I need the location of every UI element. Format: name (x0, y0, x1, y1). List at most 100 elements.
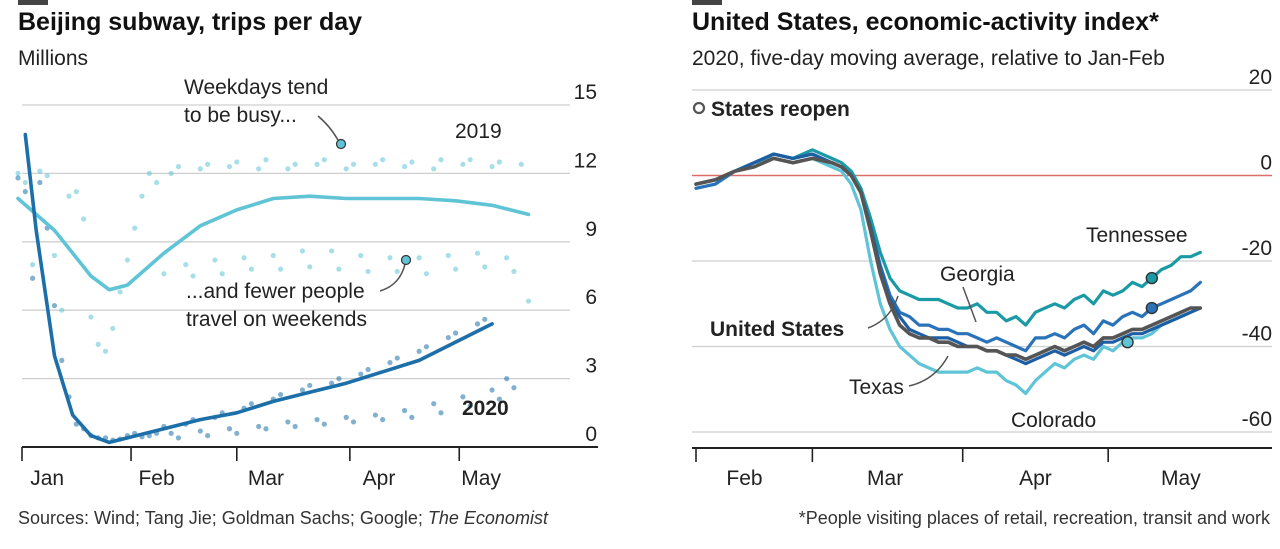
point-2019-daily (416, 255, 422, 261)
series-label-tennessee: Tennessee (1086, 224, 1188, 247)
point-2019-daily (453, 266, 459, 272)
point-2020-daily (467, 403, 473, 409)
point-2020-daily (263, 426, 269, 432)
point-2019-daily (248, 266, 254, 272)
point-2019-daily (81, 216, 87, 222)
right-x-tick-mar: Mar (867, 467, 903, 490)
right-chart-subtitle: 2020, five-day moving average, relative … (692, 47, 1165, 70)
point-2020-daily (365, 366, 371, 373)
left-source-publication: The Economist (428, 508, 549, 528)
series-label-texas: Texas (849, 376, 904, 399)
point-2019-daily (518, 161, 524, 167)
point-2019-daily (44, 173, 50, 179)
point-2020-daily (175, 435, 182, 441)
point-2019-daily (380, 157, 386, 163)
point-2019-daily (409, 159, 415, 165)
point-2020-daily (387, 360, 393, 366)
point-2019-daily (241, 255, 247, 261)
legend-states-reopen-label: States reopen (711, 98, 850, 121)
point-2020-daily (380, 417, 386, 423)
series-label-2020: 2020 (462, 397, 509, 420)
point-2020-daily (504, 376, 510, 382)
left-chart-title: Beijing subway, trips per day (18, 8, 362, 36)
right-x-tick-may: May (1161, 467, 1201, 490)
point-2019-daily (482, 264, 488, 270)
series-line-tennessee (694, 148, 1202, 327)
point-2020-daily (314, 417, 320, 423)
point-2019-daily (73, 189, 79, 195)
point-2020-daily (285, 419, 291, 425)
point-2019-daily (270, 252, 276, 259)
point-2020-daily (307, 382, 313, 389)
point-2019-daily (66, 193, 72, 199)
point-2020-daily (22, 189, 28, 195)
point-2019-daily (95, 341, 101, 347)
point-2019-daily (285, 166, 291, 172)
point-2020-daily (256, 423, 262, 430)
left-y-tick-label: 9 (585, 218, 597, 241)
point-2019-daily (423, 271, 430, 277)
point-2020-daily (511, 385, 517, 391)
annotation-weekdays-marker (335, 138, 347, 150)
left-y-tick-label: 6 (585, 286, 597, 309)
point-2020-daily (350, 419, 357, 425)
annotation-weekends-line1: ...and fewer people (186, 280, 365, 303)
point-2019-daily (146, 170, 152, 176)
point-2020-daily (29, 275, 36, 281)
point-2020-daily (453, 330, 459, 336)
series-label-colorado: Colorado (1011, 409, 1096, 432)
left-x-tick-mar: Mar (248, 467, 284, 490)
point-2019-daily (29, 262, 36, 268)
reopen-marker-colorado (1121, 336, 1134, 349)
point-2019-daily (329, 248, 335, 254)
right-y-tick-label: -40 (1242, 323, 1272, 346)
point-2019-daily (460, 161, 466, 167)
point-2019-daily (256, 166, 262, 172)
point-2020-daily (460, 394, 466, 400)
point-2020-daily (292, 423, 298, 430)
point-2020-daily (394, 355, 400, 361)
point-2019-daily (277, 266, 284, 272)
point-2019-daily (132, 225, 138, 231)
point-2019-daily (474, 250, 481, 256)
point-2020-daily (15, 175, 21, 181)
right-x-tick-apr: Apr (1019, 467, 1052, 490)
left-chart-subtitle: Millions (18, 47, 88, 70)
point-2020-daily (197, 428, 203, 434)
point-2019-daily (102, 348, 109, 354)
right-x-tick-feb: Feb (726, 467, 762, 490)
reopen-marker-georgia (1145, 301, 1159, 315)
point-2019-daily (234, 159, 240, 165)
point-2020-daily (489, 387, 495, 393)
point-2020-daily (474, 321, 481, 327)
legend-states-reopen-marker (692, 101, 706, 115)
point-2020-daily (168, 430, 174, 436)
series-label-united-states: United States (710, 318, 844, 341)
point-2019-daily (15, 170, 21, 176)
annotation-weekdays-line1: Weekdays tend (184, 76, 328, 99)
right-gridlines (692, 89, 1272, 433)
point-2019-daily (438, 157, 444, 163)
point-2019-daily (525, 298, 532, 304)
left-y-tick-label: 0 (585, 423, 597, 446)
point-2019-daily (219, 271, 225, 277)
point-2019-daily (314, 161, 320, 167)
right-y-tick-label: -20 (1242, 237, 1272, 260)
point-2020-daily (358, 371, 364, 377)
point-2019-daily (372, 161, 378, 167)
point-2020-daily (482, 316, 488, 322)
point-2019-daily (263, 157, 269, 163)
point-2019-daily (394, 268, 400, 275)
point-2020-daily (372, 412, 378, 418)
left-y-tick-label: 12 (574, 149, 597, 172)
annotation-weekends-marker (400, 254, 412, 266)
point-2019-daily (51, 252, 58, 259)
point-2020-daily (409, 414, 415, 420)
point-2020-daily (423, 344, 430, 350)
left-plot-area (15, 132, 532, 445)
series-label-2019: 2019 (455, 120, 502, 143)
point-2019-daily (489, 163, 495, 170)
point-2019-daily (307, 264, 313, 270)
point-2019-daily (321, 157, 327, 163)
